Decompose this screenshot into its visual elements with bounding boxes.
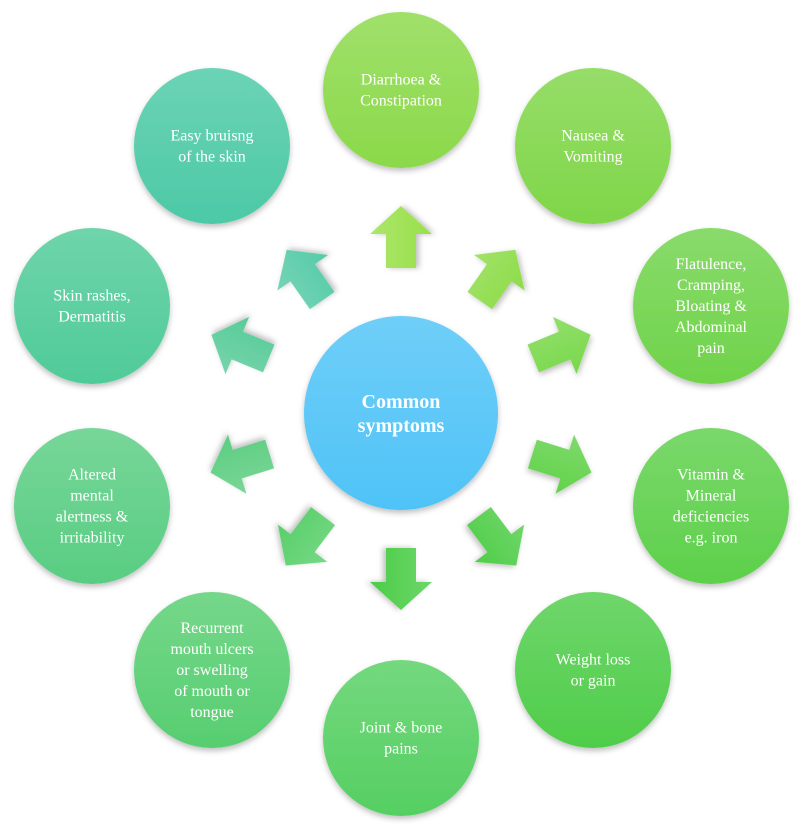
- symptom-node-flatulence-cramping: Flatulence, Cramping, Bloating & Abdominal p…: [633, 228, 789, 384]
- symptom-label-line: Flatulence,: [676, 256, 747, 273]
- symptom-circle: [323, 660, 479, 816]
- arrow-vitamin-mineral: [527, 434, 592, 494]
- symptom-node-vitamin-mineral: Vitamin & Mineral deficiencies e.g. iron: [633, 428, 789, 584]
- arrow-skin-rashes: [211, 316, 275, 375]
- symptom-label-line: Altered: [68, 467, 116, 484]
- symptom-label-line: Mineral: [686, 488, 737, 505]
- symptom-label-line: irritability: [60, 530, 125, 547]
- symptom-label-line: Nausea &: [561, 128, 625, 145]
- symptom-label-line: mental: [70, 488, 114, 505]
- symptom-label-line: or swelling: [176, 662, 248, 679]
- arrow-mouth-ulcers: [277, 507, 336, 566]
- symptom-label-line: Constipation: [360, 93, 442, 110]
- symptom-label-line: Diarrhoea &: [361, 72, 442, 89]
- arrow-nausea-vomiting: [467, 249, 525, 310]
- arrows: [210, 206, 592, 610]
- symptom-node-diarrhoea-constipation: Diarrhoea & Constipation: [323, 12, 479, 168]
- symptom-label-line: Abdominal: [675, 319, 748, 336]
- symptom-label-line: Dermatitis: [58, 309, 126, 326]
- symptom-label-line: of the skin: [178, 149, 246, 166]
- arrow-joint-bone-pains: [370, 548, 432, 610]
- symptom-node-joint-bone-pains: Joint & bone pains: [323, 660, 479, 816]
- arrow-easy-bruising: [277, 249, 335, 310]
- symptom-nodes: Diarrhoea & Constipation Nausea & Vomiting F…: [14, 12, 789, 816]
- symptom-label-line: Recurrent: [180, 620, 244, 637]
- symptom-circle: [515, 592, 671, 748]
- symptom-node-nausea-vomiting: Nausea & Vomiting: [515, 68, 671, 224]
- arrow-weight-loss-gain: [466, 507, 525, 566]
- center-label-line: Common: [362, 391, 441, 413]
- symptom-circle: [14, 228, 170, 384]
- arrow-mental-alertness: [210, 434, 275, 494]
- symptom-label-line: Vomiting: [563, 149, 622, 166]
- symptom-label-line: pain: [697, 340, 725, 357]
- symptom-label-line: alertness &: [56, 509, 129, 526]
- symptom-circle: [323, 12, 479, 168]
- center-label-line: symptoms: [358, 415, 445, 437]
- symptom-label-line: Weight loss: [556, 652, 631, 669]
- symptom-label-line: Cramping,: [677, 277, 745, 294]
- symptom-label-line: mouth ulcers: [170, 641, 253, 658]
- symptom-label-line: deficiencies: [673, 509, 749, 526]
- symptom-circle: [515, 68, 671, 224]
- symptom-label-line: pains: [384, 741, 418, 758]
- symptom-circle: [134, 68, 290, 224]
- symptom-label-line: Easy bruisng: [170, 128, 253, 145]
- symptom-label-line: Skin rashes,: [53, 288, 130, 305]
- center-circle: [304, 316, 498, 510]
- symptom-label-line: Vitamin &: [677, 467, 745, 484]
- symptom-label-line: tongue: [190, 704, 234, 721]
- symptom-circle: [633, 228, 789, 384]
- symptom-label-line: or gain: [571, 673, 616, 690]
- symptom-node-mental-alertness: Altered mental alertness & irritability: [14, 428, 170, 584]
- symptom-node-weight-loss-gain: Weight loss or gain: [515, 592, 671, 748]
- arrow-diarrhoea-constipation: [370, 206, 432, 268]
- symptom-label-line: e.g. iron: [685, 530, 738, 547]
- symptom-label-line: Joint & bone: [360, 720, 443, 737]
- symptom-circle: [14, 428, 170, 584]
- symptom-circle: [134, 592, 290, 748]
- symptom-node-easy-bruising: Easy bruisng of the skin: [134, 68, 290, 224]
- symptom-label-line: of mouth or: [174, 683, 250, 700]
- symptom-label-line: Bloating &: [675, 298, 747, 315]
- symptom-circle: [633, 428, 789, 584]
- symptom-node-mouth-ulcers: Recurrent mouth ulcers or swelling of mouth…: [134, 592, 290, 748]
- arrow-flatulence-cramping: [527, 316, 591, 375]
- symptom-node-skin-rashes: Skin rashes, Dermatitis: [14, 228, 170, 384]
